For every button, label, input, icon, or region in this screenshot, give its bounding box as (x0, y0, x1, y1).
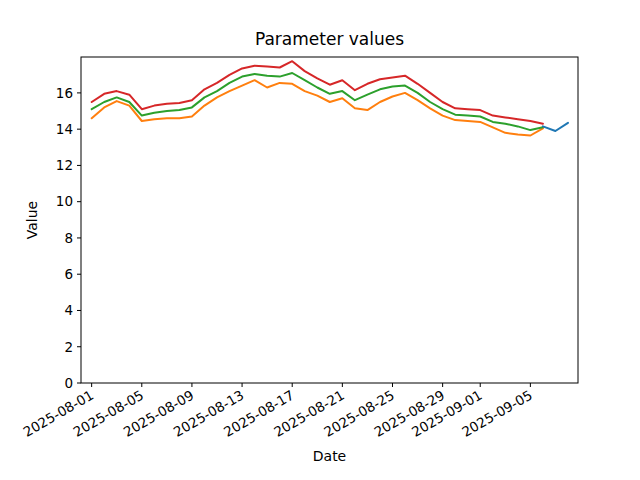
y-tick-label: 6 (64, 266, 73, 282)
figure: 2025-08-012025-08-052025-08-092025-08-13… (0, 0, 640, 480)
line-chart: 2025-08-012025-08-052025-08-092025-08-13… (0, 0, 640, 480)
y-tick-label: 16 (56, 85, 73, 101)
y-tick-label: 4 (64, 302, 73, 318)
y-tick-label: 8 (64, 230, 73, 246)
y-tick-label: 2 (64, 339, 73, 355)
y-tick-label: 10 (56, 193, 73, 209)
x-axis-label: Date (313, 448, 346, 464)
y-tick-label: 12 (56, 157, 73, 173)
y-tick-label: 0 (64, 375, 73, 391)
y-tick-label: 14 (56, 121, 73, 137)
chart-title: Parameter values (255, 29, 404, 49)
y-axis-label: Value (24, 201, 40, 239)
